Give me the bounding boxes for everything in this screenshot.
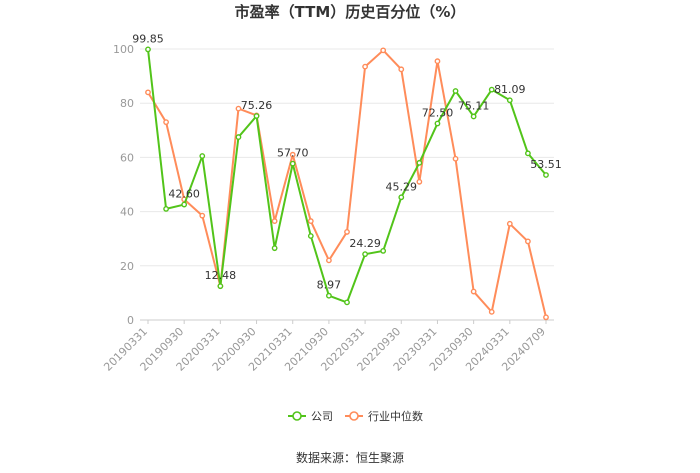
y-tick-label: 40: [120, 206, 134, 219]
data-point[interactable]: [488, 308, 495, 315]
y-tick-label: 80: [120, 97, 134, 110]
legend-marker: [349, 411, 359, 421]
data-point[interactable]: [470, 288, 477, 295]
data-label: 72.50: [422, 107, 454, 120]
data-point[interactable]: [416, 178, 423, 185]
data-point[interactable]: [488, 86, 495, 93]
data-point[interactable]: [525, 238, 531, 245]
data-label: 75.26: [241, 99, 273, 112]
data-point[interactable]: [543, 172, 549, 178]
data-point[interactable]: [344, 299, 350, 306]
data-point[interactable]: [163, 119, 169, 126]
data-label: 12.48: [205, 269, 237, 282]
data-point[interactable]: [289, 160, 296, 167]
data-point[interactable]: [181, 201, 188, 208]
series-company: [145, 46, 549, 306]
data-point[interactable]: [163, 205, 169, 212]
data-label: 42.60: [168, 188, 200, 201]
data-labels: 99.85 42.60 12.48 75.26 57.70 8.97 24.29 45.29 7…: [132, 32, 562, 291]
data-point[interactable]: [543, 314, 549, 321]
data-point[interactable]: [506, 97, 513, 104]
data-point[interactable]: [452, 88, 459, 94]
data-point[interactable]: [199, 153, 206, 159]
series-line: [147, 49, 547, 304]
data-point[interactable]: [307, 233, 314, 239]
data-point[interactable]: [398, 194, 405, 201]
y-tick-label: 100: [113, 43, 134, 56]
data-point[interactable]: [380, 47, 387, 54]
data-point[interactable]: [271, 218, 278, 224]
legend-label: 公司: [311, 410, 333, 423]
legend-label: 行业中位数: [368, 409, 423, 423]
y-tick-label: 20: [120, 260, 134, 273]
series-layer: [145, 46, 549, 321]
data-point[interactable]: [362, 251, 368, 258]
data-point[interactable]: [307, 218, 314, 224]
data-label: 8.97: [317, 279, 342, 292]
data-point[interactable]: [326, 292, 332, 299]
chart-title: 市盈率（TTM）历史百分位（%）: [235, 3, 466, 21]
data-point[interactable]: [235, 134, 242, 140]
data-label: 45.29: [386, 180, 418, 193]
data-point[interactable]: [525, 150, 531, 157]
data-label: 53.51: [530, 158, 562, 171]
data-point[interactable]: [217, 283, 224, 290]
data-source: 数据来源：恒生聚源: [296, 450, 404, 465]
data-point[interactable]: [145, 89, 151, 96]
data-point[interactable]: [362, 63, 368, 70]
legend-item-industry-median[interactable]: 行业中位数: [345, 409, 423, 423]
data-point[interactable]: [434, 58, 441, 65]
data-point[interactable]: [253, 113, 260, 119]
data-point[interactable]: [380, 247, 387, 254]
data-point[interactable]: [235, 105, 242, 112]
data-point[interactable]: [289, 151, 296, 158]
data-point[interactable]: [452, 155, 459, 162]
data-label: 57.70: [277, 147, 309, 160]
y-tick-label: 0: [127, 314, 134, 327]
legend-marker: [292, 411, 302, 421]
data-point[interactable]: [145, 46, 151, 53]
data-label: 24.29: [349, 237, 381, 250]
data-point[interactable]: [434, 120, 441, 127]
data-point[interactable]: [271, 245, 278, 252]
data-label: 81.09: [494, 83, 526, 96]
data-label: 75.11: [458, 99, 490, 112]
x-axis: 2019033120190930202003312020093020210331…: [101, 319, 554, 374]
data-point[interactable]: [199, 212, 206, 219]
data-point[interactable]: [398, 66, 405, 73]
data-point[interactable]: [326, 257, 332, 264]
data-point[interactable]: [344, 229, 350, 235]
data-point[interactable]: [416, 159, 423, 166]
y-axis: 0 20 40 60 80 100: [113, 43, 134, 327]
y-tick-label: 60: [120, 151, 134, 164]
data-label: 99.85: [132, 32, 164, 45]
legend-item-company[interactable]: 公司: [288, 410, 333, 423]
legend[interactable]: 公司 行业中位数: [288, 409, 423, 423]
data-point[interactable]: [470, 113, 477, 120]
data-point[interactable]: [506, 220, 513, 227]
